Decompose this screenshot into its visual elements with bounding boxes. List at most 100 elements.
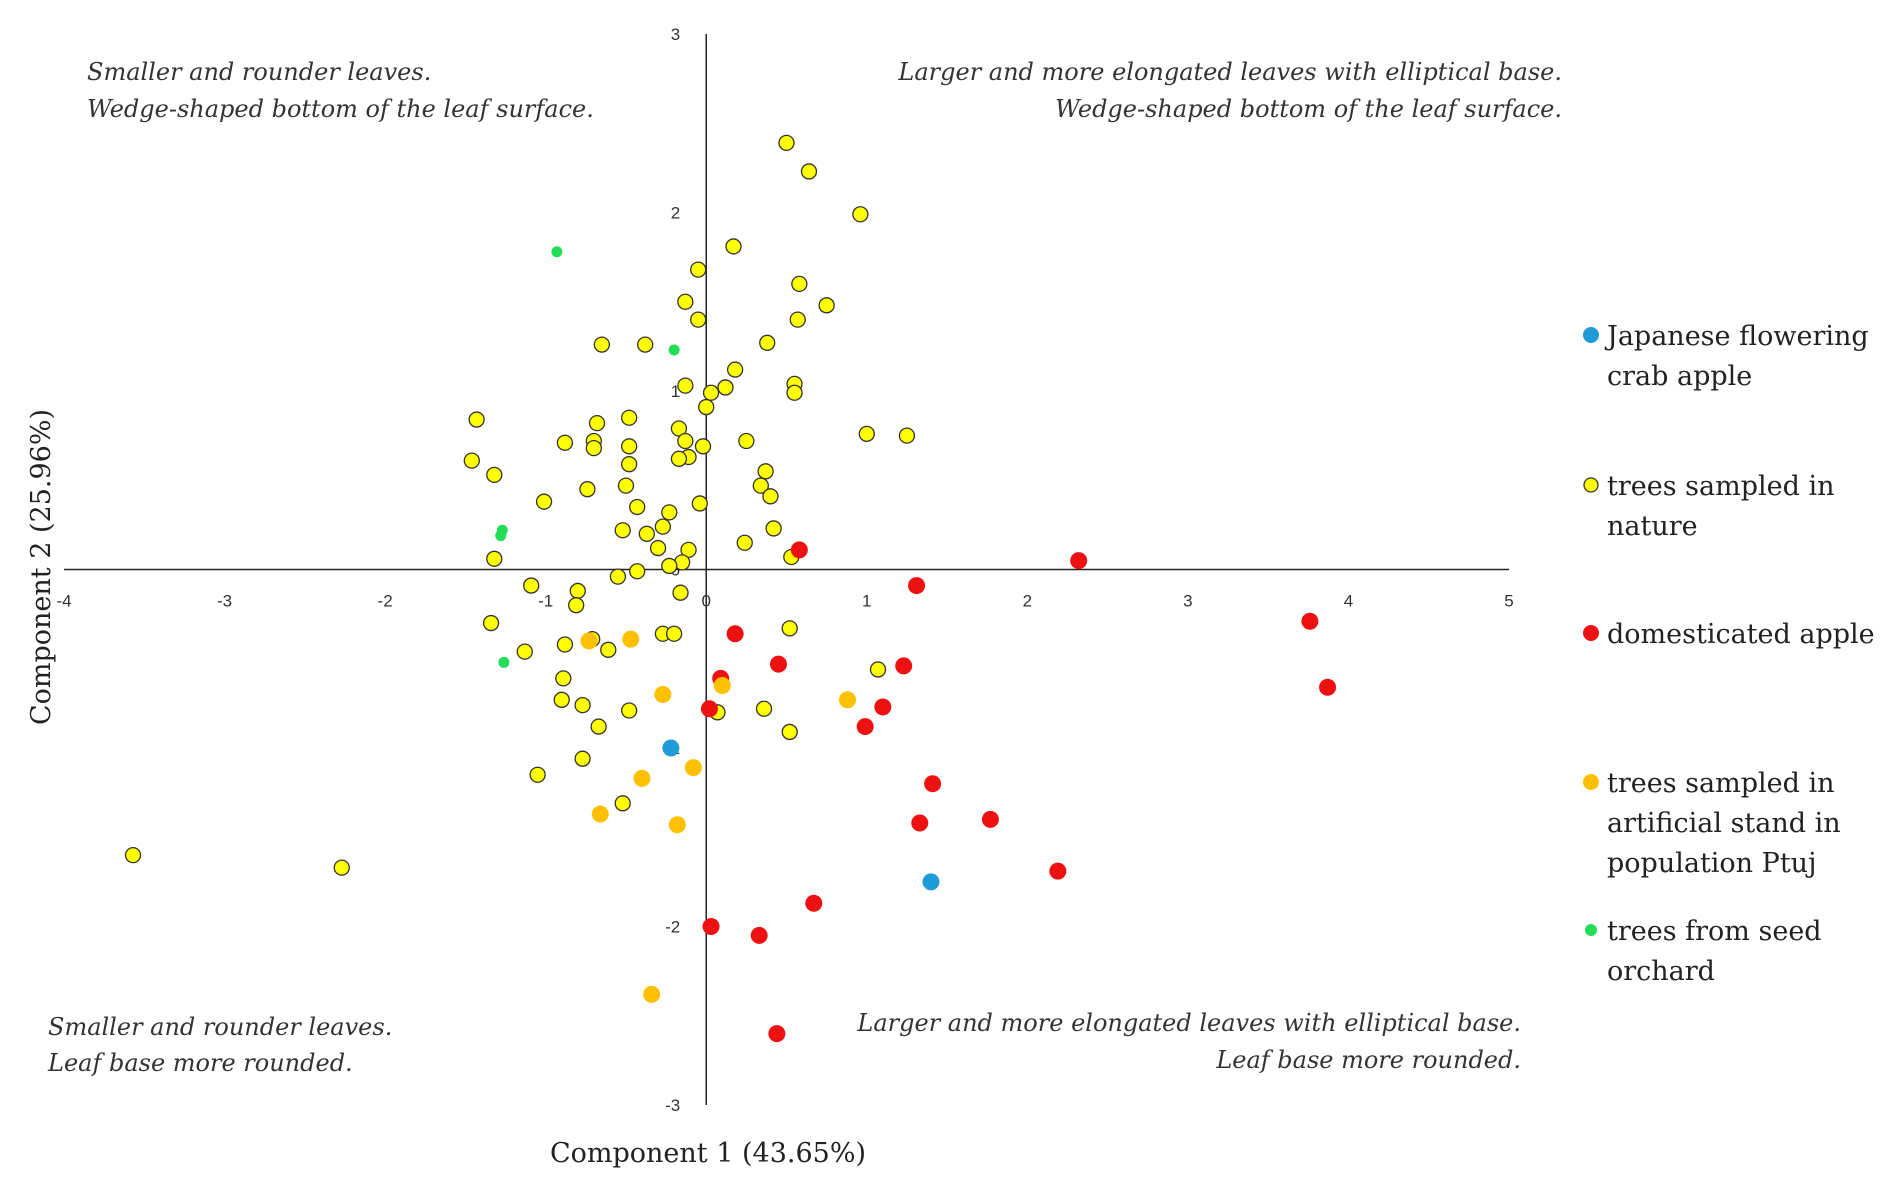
- data-point: [922, 873, 940, 891]
- legend-marker: [1583, 774, 1599, 790]
- legend-label: Japanese flowering: [1604, 321, 1869, 352]
- data-point: [700, 700, 718, 718]
- data-point: [468, 411, 485, 428]
- data-point: [869, 661, 887, 678]
- x-tick-labels: -4 -3 -2 -1 0 1 2 3 4 5: [56, 592, 1513, 611]
- data-point: [621, 456, 638, 473]
- data-point: [911, 814, 929, 832]
- data-point: [523, 577, 540, 594]
- data-point: [580, 632, 598, 650]
- data-point: [702, 918, 720, 935]
- x-tick-label: 1: [862, 592, 871, 611]
- data-point: [556, 636, 574, 653]
- data-point: [569, 582, 586, 600]
- data-point: [574, 697, 591, 714]
- data-point: [486, 550, 503, 567]
- data-point: [555, 670, 572, 687]
- data-point: [726, 361, 744, 378]
- legend-label: trees sampled in: [1607, 768, 1835, 799]
- data-point: [762, 488, 779, 505]
- data-point: [529, 766, 546, 783]
- annotation-bottom-right-line1: Larger and more elongated leaves with el…: [856, 1009, 1521, 1037]
- legend-label: crab apple: [1607, 361, 1752, 392]
- data-point: [591, 805, 609, 823]
- data-point: [791, 275, 808, 293]
- data-point: [800, 163, 818, 180]
- data-point: [668, 816, 686, 834]
- data-point: [637, 336, 654, 353]
- data-point: [633, 769, 651, 787]
- legend-label: trees sampled in: [1607, 471, 1835, 502]
- data-point: [621, 438, 638, 455]
- data-point: [1070, 552, 1088, 570]
- data-point: [495, 530, 507, 542]
- data-point: [622, 630, 640, 648]
- data-point: [629, 563, 646, 580]
- data-point: [895, 657, 913, 675]
- data-point: [908, 577, 926, 595]
- data-point: [698, 398, 715, 416]
- data-point: [898, 427, 916, 444]
- data-point: [662, 739, 680, 757]
- data-point: [609, 568, 627, 585]
- annotation-bottom-right-line2: Leaf base more rounded.: [1215, 1046, 1521, 1074]
- data-point: [677, 377, 694, 394]
- annotation-bottom-left-line1: Smaller and rounder leaves.: [48, 1013, 392, 1041]
- x-tick-label: -3: [217, 592, 232, 611]
- x-tick-label: 2: [1023, 592, 1032, 611]
- data-point: [593, 336, 611, 353]
- data-point: [672, 584, 689, 601]
- data-point: [677, 293, 694, 310]
- data-point: [556, 434, 574, 451]
- data-point: [1301, 612, 1319, 630]
- data-point: [617, 477, 635, 494]
- data-point: [856, 718, 874, 736]
- y-tick-label: -2: [665, 918, 680, 937]
- data-point: [752, 477, 769, 494]
- data-point: [781, 620, 798, 637]
- legend: Japanese flowering crab apple trees sample…: [1583, 321, 1875, 987]
- data-point: [568, 597, 585, 614]
- data-point: [661, 557, 678, 575]
- legend-marker: [1585, 924, 1597, 936]
- data-point: [1049, 862, 1067, 880]
- x-tick-label: -2: [378, 592, 393, 611]
- data-point: [643, 985, 661, 1003]
- data-point: [621, 702, 638, 719]
- data-point: [482, 614, 500, 632]
- annotation-top-left-line1: Smaller and rounder leaves.: [87, 58, 431, 86]
- data-points: [124, 134, 1337, 1043]
- data-point: [1319, 678, 1337, 696]
- y-tick-label: 1: [671, 382, 680, 401]
- data-point: [691, 495, 708, 512]
- annotation-top-left-line2: Wedge-shaped bottom of the leaf surface.: [87, 95, 594, 123]
- data-point: [670, 450, 688, 467]
- data-point: [874, 698, 892, 716]
- data-point: [690, 311, 707, 328]
- data-point: [858, 425, 875, 442]
- data-point: [614, 795, 631, 812]
- data-point: [654, 685, 672, 703]
- data-point: [574, 750, 591, 767]
- data-point: [839, 691, 857, 709]
- x-tick-label: 5: [1504, 592, 1513, 611]
- legend-label: population Ptuj: [1607, 848, 1816, 879]
- data-point: [654, 518, 672, 535]
- data-point: [463, 452, 480, 469]
- y-tick-label: 2: [671, 204, 680, 223]
- data-point: [579, 481, 596, 498]
- data-point: [516, 643, 533, 660]
- data-point: [765, 520, 782, 537]
- data-point: [486, 466, 503, 484]
- data-point: [790, 541, 808, 559]
- annotation-top-right-line1: Larger and more elongated leaves with el…: [897, 58, 1562, 86]
- data-point: [694, 438, 712, 455]
- x-tick-label: 4: [1344, 592, 1353, 611]
- data-point: [661, 504, 678, 521]
- data-point: [781, 723, 798, 741]
- legend-label: nature: [1607, 511, 1698, 542]
- legend-label: trees from seed: [1607, 916, 1822, 947]
- data-point: [786, 384, 803, 401]
- x-tick-label: 0: [701, 592, 710, 611]
